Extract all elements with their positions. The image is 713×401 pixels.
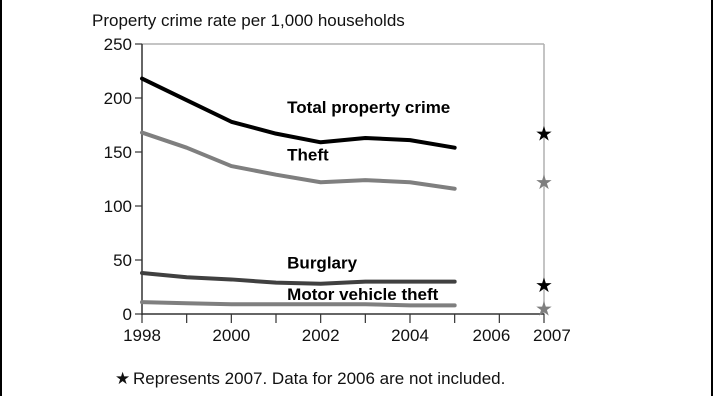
series-label: Total property crime [287, 98, 450, 117]
series-line [140, 270, 457, 286]
y-tick-label: 200 [104, 89, 132, 108]
stars-2007: ★★★★ [535, 124, 553, 321]
star-2007-icon: ★ [535, 124, 553, 146]
x-tick-label: 2000 [212, 326, 250, 345]
plot-frame [141, 43, 545, 315]
footnote-star-icon: ★ [115, 369, 130, 388]
series-line [140, 300, 457, 308]
y-tick-label: 50 [113, 251, 132, 270]
y-axis-title: Property crime rate per 1,000 households [92, 11, 405, 30]
x-tick-label: 2006 [473, 326, 511, 345]
footnote: ★ Represents 2007. Data for 2006 are not… [115, 369, 505, 388]
series-line [140, 76, 457, 150]
star-2007-icon: ★ [535, 299, 553, 321]
series-label: Burglary [287, 254, 357, 273]
x-tick-label: 2004 [391, 326, 429, 345]
series-label: Theft [287, 146, 329, 165]
footnote-text: Represents 2007. Data for 2006 are not i… [133, 369, 505, 388]
y-tick-label: 250 [104, 35, 132, 54]
axis-ticks: 0 50 100 150 200 250 1998 2000 2002 2004 2006 2007 [104, 35, 571, 345]
star-2007-icon: ★ [535, 275, 553, 297]
y-tick-label: 150 [104, 143, 132, 162]
series-line [140, 130, 457, 191]
series-lines [140, 76, 457, 308]
series-labels: Total property crime Theft Burglary Motor v… [287, 98, 450, 304]
x-tick-label: 1998 [123, 326, 161, 345]
x-tick-label: 2007 [533, 326, 571, 345]
y-tick-label: 100 [104, 197, 132, 216]
star-2007-icon: ★ [535, 172, 553, 194]
y-tick-label: 0 [123, 305, 132, 324]
series-label: Motor vehicle theft [287, 285, 438, 304]
x-tick-label: 2002 [302, 326, 340, 345]
